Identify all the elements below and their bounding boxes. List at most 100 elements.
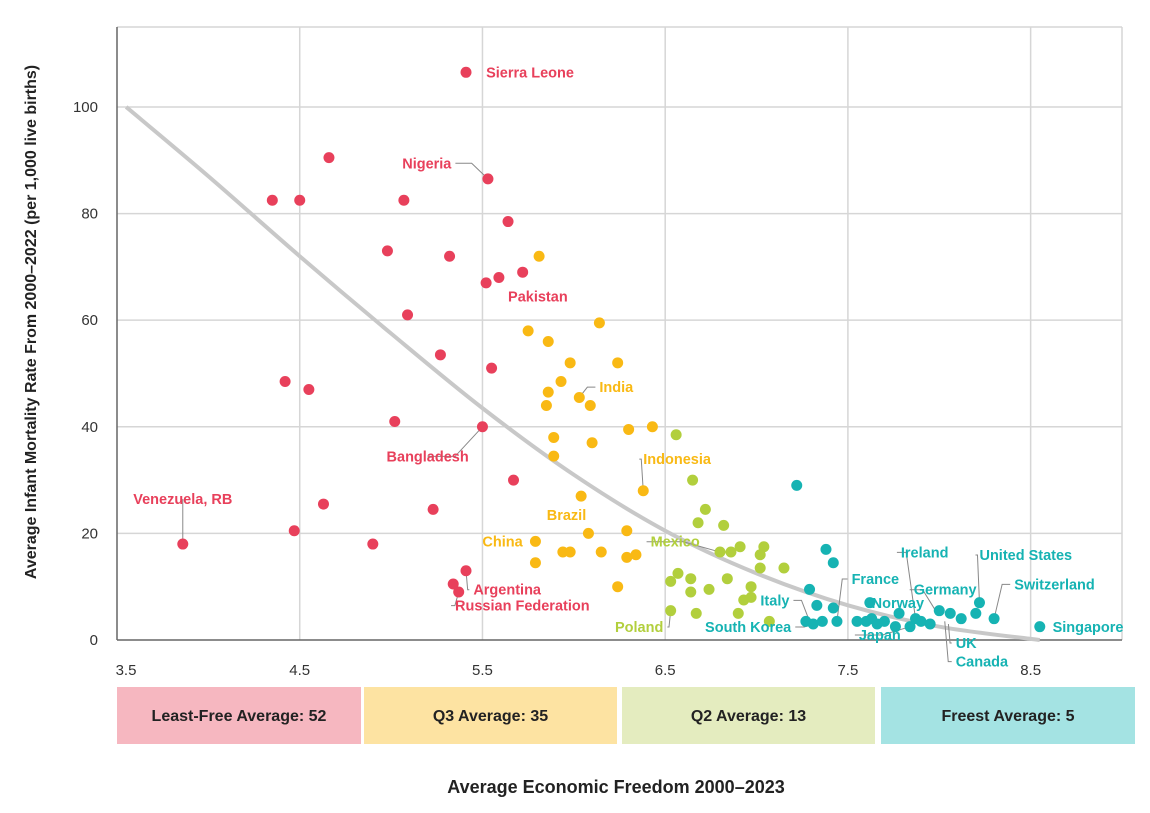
y-tick-label: 100 <box>73 99 98 116</box>
x-tick-label: 5.5 <box>472 662 493 679</box>
data-point-least-free <box>266 194 278 206</box>
data-point-freest <box>973 597 985 609</box>
data-point-least-free <box>367 538 379 550</box>
country-label-sierra-leone: Sierra Leone <box>486 66 574 82</box>
data-point-q3 <box>529 535 541 547</box>
data-point-least-free <box>317 498 329 510</box>
country-label-brazil: Brazil <box>547 508 587 524</box>
data-point-freest <box>807 618 819 630</box>
leader-line <box>455 162 489 180</box>
data-point-q2 <box>685 586 697 598</box>
country-label-united-states: United States <box>979 548 1072 564</box>
data-point-freest <box>820 543 832 555</box>
y-tick-label: 20 <box>81 525 98 542</box>
leader-line <box>793 599 811 622</box>
leader-line <box>427 426 483 457</box>
leader-line <box>947 623 952 644</box>
data-point-q3 <box>621 525 633 537</box>
country-label-uk: UK <box>956 636 977 652</box>
leader-line <box>909 589 937 611</box>
y-tick-label: 40 <box>81 419 98 436</box>
data-point-least-free <box>398 194 410 206</box>
data-point-freest <box>831 615 843 627</box>
data-point-least-free <box>434 349 446 361</box>
data-point-q2 <box>745 581 757 593</box>
data-point-freest <box>851 615 863 627</box>
leader-line <box>639 458 644 491</box>
quartile-band-label: Freest Average: 5 <box>941 708 1074 725</box>
data-point-freest <box>955 613 967 625</box>
data-point-freest <box>1034 621 1046 633</box>
data-point-q2 <box>732 607 744 619</box>
country-label-south-korea: South Korea <box>705 620 792 636</box>
country-label-pakistan: Pakistan <box>508 290 568 306</box>
data-point-q2 <box>703 583 715 595</box>
data-point-q2 <box>692 517 704 529</box>
data-point-freest <box>864 597 876 609</box>
country-label-argentina: Argentina <box>473 583 542 599</box>
data-point-freest <box>791 479 803 491</box>
data-point-q3 <box>612 357 624 369</box>
data-point-freest <box>878 615 890 627</box>
data-point-q2 <box>714 546 726 558</box>
data-point-q3 <box>522 325 534 337</box>
country-label-india: India <box>599 380 634 396</box>
quartile-band-label: Q2 Average: 13 <box>691 708 806 725</box>
leader-line <box>896 551 917 619</box>
x-tick-label: 6.5 <box>655 662 676 679</box>
data-point-freest <box>827 557 839 569</box>
data-point-freest <box>804 583 816 595</box>
data-point-least-free <box>502 216 514 228</box>
data-point-q2 <box>763 615 775 627</box>
country-label-japan: Japan <box>859 628 901 644</box>
quartile-band <box>364 687 617 744</box>
data-point-least-free <box>402 309 414 321</box>
data-point-least-free <box>279 375 291 387</box>
data-point-least-free <box>476 421 488 433</box>
data-point-q2 <box>685 573 697 585</box>
country-label-italy: Italy <box>760 593 789 609</box>
data-point-least-free <box>288 525 300 537</box>
quartile-bands: Least-Free Average: 52 Q3 Average: 35 Q2 A… <box>117 687 1135 744</box>
data-point-least-free <box>427 503 439 515</box>
data-point-least-free <box>460 66 472 78</box>
data-point-least-free <box>447 578 459 590</box>
data-point-q3 <box>637 485 649 497</box>
leader-line <box>993 583 1011 619</box>
data-point-least-free <box>303 383 315 395</box>
data-point-q2 <box>758 541 770 553</box>
data-point-q3 <box>612 581 624 593</box>
data-point-q3 <box>595 546 607 558</box>
leader-line <box>465 570 470 591</box>
data-point-q2 <box>721 573 733 585</box>
data-point-freest <box>933 605 945 617</box>
country-label-russian-federation: Russian Federation <box>455 599 590 615</box>
data-point-q2 <box>745 591 757 603</box>
country-labels: Sierra Leone Nigeria Pakistan Bangladesh Ven… <box>133 66 1123 671</box>
data-point-q2 <box>754 562 766 574</box>
quartile-band-label: Least-Free Average: 52 <box>152 708 327 725</box>
country-label-venezuela-rb: Venezuela, RB <box>133 492 232 508</box>
quartile-band <box>881 687 1135 744</box>
data-points <box>177 66 1046 633</box>
x-axis-title: Average Economic Freedom 2000–2023 <box>447 777 785 797</box>
data-point-freest <box>893 607 905 619</box>
data-point-q2 <box>699 503 711 515</box>
data-point-q2 <box>665 605 677 617</box>
data-point-freest <box>816 615 828 627</box>
x-tick-label: 8.5 <box>1020 662 1041 679</box>
data-point-least-free <box>460 565 472 577</box>
axes: 0 20 40 60 80 100 3.5 4.5 5.5 6.5 7.5 8.5 <box>73 27 1122 679</box>
quartile-band <box>622 687 875 744</box>
data-point-freest <box>811 599 823 611</box>
country-label-singapore: Singapore <box>1053 620 1124 636</box>
leader-line <box>836 578 848 622</box>
data-point-q3 <box>630 549 642 561</box>
data-point-least-free <box>453 586 465 598</box>
data-point-q2 <box>687 474 699 486</box>
data-point-q3 <box>584 399 596 411</box>
data-point-least-free <box>508 474 520 486</box>
y-tick-label: 0 <box>90 632 98 649</box>
data-point-freest <box>915 615 927 627</box>
